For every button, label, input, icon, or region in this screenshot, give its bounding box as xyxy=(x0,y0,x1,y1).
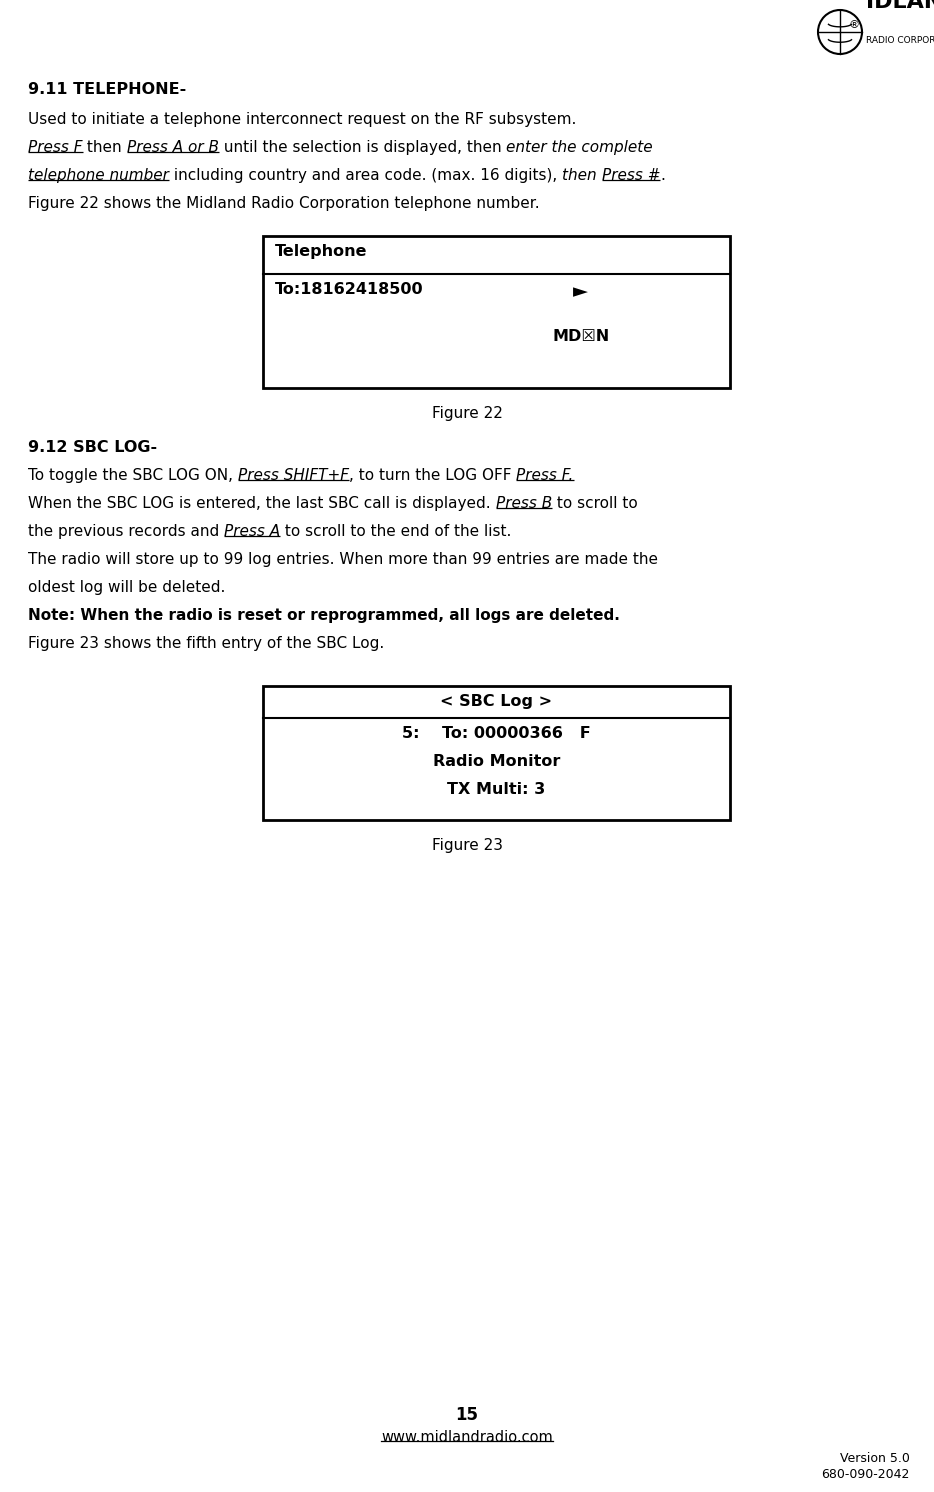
Text: telephone number: telephone number xyxy=(28,169,169,184)
Text: then: then xyxy=(562,169,601,184)
Text: 5:    To: 00000366   F: 5: To: 00000366 F xyxy=(403,727,591,742)
Text: Figure 23: Figure 23 xyxy=(432,839,502,853)
Text: Version 5.0: Version 5.0 xyxy=(840,1452,910,1465)
Text: Press F: Press F xyxy=(28,140,82,155)
Bar xyxy=(263,686,730,821)
Text: including country and area code. (max. 16 digits),: including country and area code. (max. 1… xyxy=(169,169,562,184)
Text: Press A or B: Press A or B xyxy=(127,140,219,155)
Text: , to turn the LOG OFF: , to turn the LOG OFF xyxy=(349,468,517,483)
Text: Figure 23 shows the fifth entry of the SBC Log.: Figure 23 shows the fifth entry of the S… xyxy=(28,636,384,651)
Text: the previous records and: the previous records and xyxy=(28,524,224,539)
Text: IDLAND: IDLAND xyxy=(866,0,934,12)
Text: Note: When the radio is reset or reprogrammed, all logs are deleted.: Note: When the radio is reset or reprogr… xyxy=(28,609,620,624)
Text: Press A: Press A xyxy=(224,524,280,539)
Text: Telephone: Telephone xyxy=(275,245,367,260)
Text: When the SBC LOG is entered, the last SBC call is displayed.: When the SBC LOG is entered, the last SB… xyxy=(28,495,496,510)
Text: M: M xyxy=(845,0,884,7)
Text: To toggle the SBC LOG ON,: To toggle the SBC LOG ON, xyxy=(28,468,238,483)
Text: 9.11 TELEPHONE-: 9.11 TELEPHONE- xyxy=(28,82,186,97)
Text: 680-090-2042: 680-090-2042 xyxy=(822,1468,910,1482)
Text: Figure 22: Figure 22 xyxy=(432,406,502,421)
Text: TX Multi: 3: TX Multi: 3 xyxy=(447,782,545,797)
Text: Used to initiate a telephone interconnect request on the RF subsystem.: Used to initiate a telephone interconnec… xyxy=(28,112,576,127)
Text: < SBC Log >: < SBC Log > xyxy=(441,694,553,709)
Text: then: then xyxy=(82,140,127,155)
Text: to scroll to the end of the list.: to scroll to the end of the list. xyxy=(280,524,512,539)
Text: Figure 22 shows the Midland Radio Corporation telephone number.: Figure 22 shows the Midland Radio Corpor… xyxy=(28,195,540,210)
Text: The radio will store up to 99 log entries. When more than 99 entries are made th: The radio will store up to 99 log entrie… xyxy=(28,552,658,567)
Text: .: . xyxy=(660,169,665,184)
Text: 9.12 SBC LOG-: 9.12 SBC LOG- xyxy=(28,440,157,455)
Text: oldest log will be deleted.: oldest log will be deleted. xyxy=(28,580,225,595)
Text: ®: ® xyxy=(848,19,859,30)
Text: until the selection is displayed, then: until the selection is displayed, then xyxy=(219,140,506,155)
Text: Press #: Press # xyxy=(601,169,660,184)
Text: Radio Monitor: Radio Monitor xyxy=(432,753,560,768)
Bar xyxy=(263,236,730,388)
Text: ►: ► xyxy=(573,282,588,301)
Text: to scroll to: to scroll to xyxy=(552,495,638,510)
Text: To:18162418500: To:18162418500 xyxy=(275,282,424,297)
Text: 15: 15 xyxy=(456,1405,478,1423)
Text: RADIO CORPORATION: RADIO CORPORATION xyxy=(866,36,934,45)
Text: Press SHIFT+F: Press SHIFT+F xyxy=(238,468,349,483)
Text: Press F.: Press F. xyxy=(517,468,573,483)
Text: Press B: Press B xyxy=(496,495,552,510)
Text: enter the complete: enter the complete xyxy=(506,140,653,155)
Text: MD☒N: MD☒N xyxy=(553,330,610,345)
Text: www.midlandradio.com: www.midlandradio.com xyxy=(381,1429,553,1444)
